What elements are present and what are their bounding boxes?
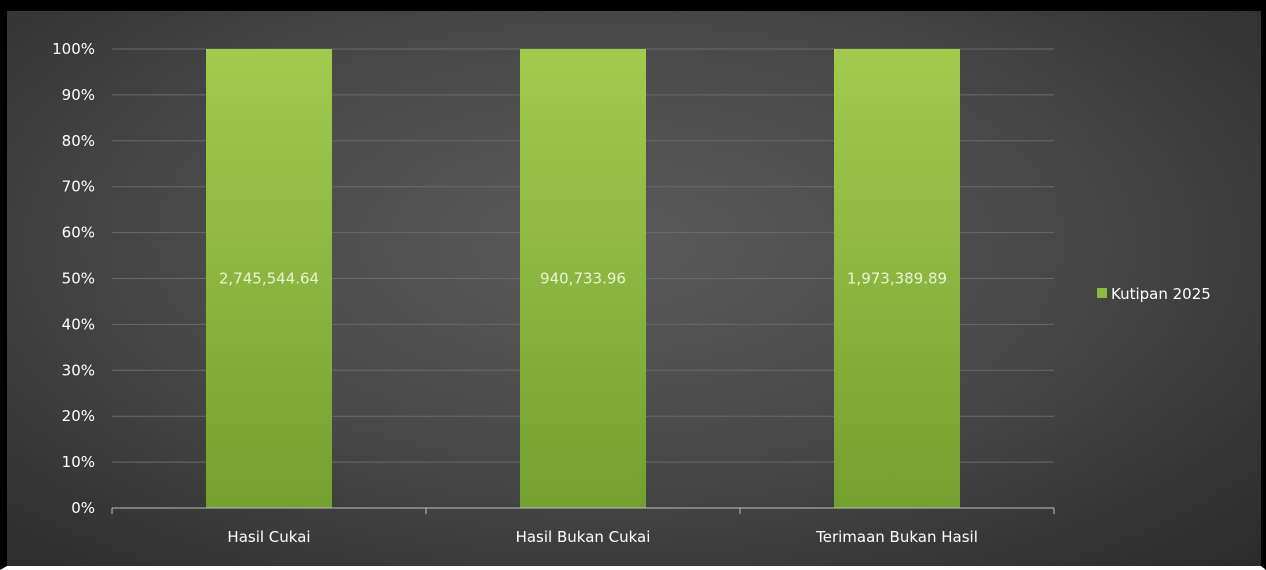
y-axis-ticks: 0% 10% 20% 30% 40% 50% 60% 70% 80% 90% 100%: [52, 40, 95, 517]
data-labels: 2,745,544.64 940,733.96 1,973,389.89: [219, 270, 947, 288]
y-tick-label: 10%: [62, 453, 95, 471]
y-tick-label: 60%: [62, 224, 95, 242]
bar-chart: 0% 10% 20% 30% 40% 50% 60% 70% 80% 90% 100% 2,745,…: [52, 40, 1211, 546]
y-tick-label: 0%: [71, 499, 95, 517]
x-category-label: Hasil Bukan Cukai: [516, 528, 651, 546]
legend-swatch: [1097, 288, 1107, 298]
y-tick-label: 40%: [62, 315, 95, 333]
chart-area: 0% 10% 20% 30% 40% 50% 60% 70% 80% 90% 100% 2,745,…: [7, 11, 1261, 566]
bar-data-label: 2,745,544.64: [219, 270, 319, 288]
bar-data-label: 1,973,389.89: [847, 270, 947, 288]
y-tick-label: 70%: [62, 178, 95, 196]
y-tick-label: 30%: [62, 361, 95, 379]
bar: [834, 49, 960, 508]
x-axis: [111, 507, 1055, 514]
y-tick-label: 20%: [62, 407, 95, 425]
y-tick-label: 90%: [62, 86, 95, 104]
legend: Kutipan 2025: [1097, 285, 1211, 303]
bar: [206, 49, 332, 508]
bar-data-label: 940,733.96: [540, 270, 626, 288]
category-labels: Hasil Cukai Hasil Bukan Cukai Terimaan Buk…: [227, 528, 977, 546]
x-category-label: Hasil Cukai: [227, 528, 310, 546]
x-category-label: Terimaan Bukan Hasil: [815, 528, 978, 546]
legend-label: Kutipan 2025: [1111, 285, 1211, 303]
bars: [206, 49, 960, 508]
y-tick-label: 50%: [62, 270, 95, 288]
bar: [520, 49, 646, 508]
y-tick-label: 100%: [52, 40, 95, 58]
y-tick-label: 80%: [62, 132, 95, 150]
